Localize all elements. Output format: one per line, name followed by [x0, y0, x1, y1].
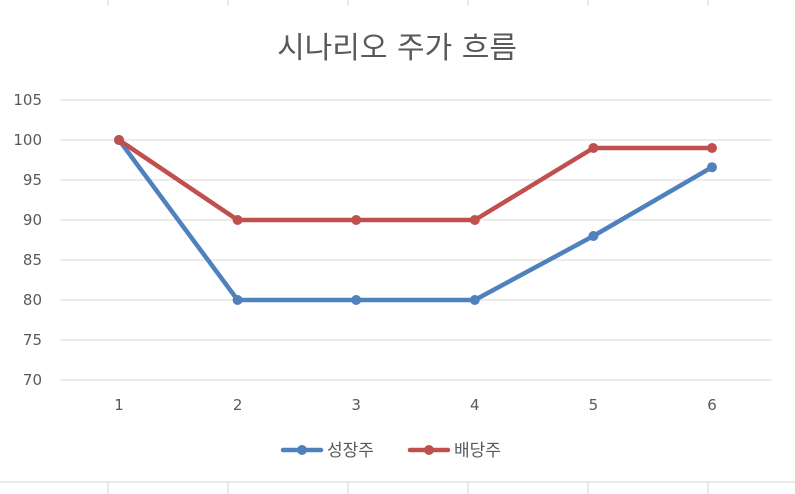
legend-item: 배당주	[407, 441, 501, 461]
x-tick-label: 5	[589, 396, 599, 414]
series-2	[114, 135, 717, 225]
x-tick-label: 6	[707, 396, 717, 414]
y-tick-label: 75	[23, 331, 42, 349]
y-tick-label: 100	[13, 131, 42, 149]
y-tick-label: 90	[23, 211, 42, 229]
series-layer	[114, 135, 717, 305]
x-tick-labels: 1 2 3 4 5 6	[114, 396, 717, 414]
data-point	[707, 143, 717, 153]
y-tick-label: 85	[23, 251, 42, 269]
data-point	[351, 295, 362, 305]
series-line	[116, 137, 715, 303]
y-tick-labels: 70 75 80 85 90 95 100 105	[13, 91, 42, 389]
y-gridlines	[60, 99, 772, 381]
legend: 성장주 배당주	[280, 441, 501, 461]
series-line	[116, 137, 715, 223]
y-tick-label: 80	[23, 291, 42, 309]
x-tick-label: 3	[351, 396, 361, 414]
data-point	[588, 143, 599, 153]
y-tick-label: 105	[13, 91, 42, 109]
data-point	[232, 215, 243, 225]
data-point	[588, 231, 599, 241]
legend-label: 성장주	[327, 441, 374, 461]
data-point	[114, 135, 124, 145]
legend-label: 배당주	[454, 441, 501, 461]
legend-item: 성장주	[280, 441, 374, 461]
chart-title: 시나리오 주가 흐름	[277, 31, 517, 66]
data-point	[351, 215, 362, 225]
legend-swatch-marker	[297, 445, 307, 455]
data-point	[232, 295, 243, 305]
data-point	[469, 215, 480, 225]
y-tick-label: 95	[23, 171, 42, 189]
data-point	[469, 295, 480, 305]
legend-swatch-marker	[424, 445, 434, 455]
x-tick-label: 1	[114, 396, 124, 414]
data-point	[707, 162, 717, 173]
y-tick-label: 70	[23, 371, 42, 389]
x-tick-label: 4	[470, 396, 480, 414]
x-tick-label: 2	[233, 396, 243, 414]
